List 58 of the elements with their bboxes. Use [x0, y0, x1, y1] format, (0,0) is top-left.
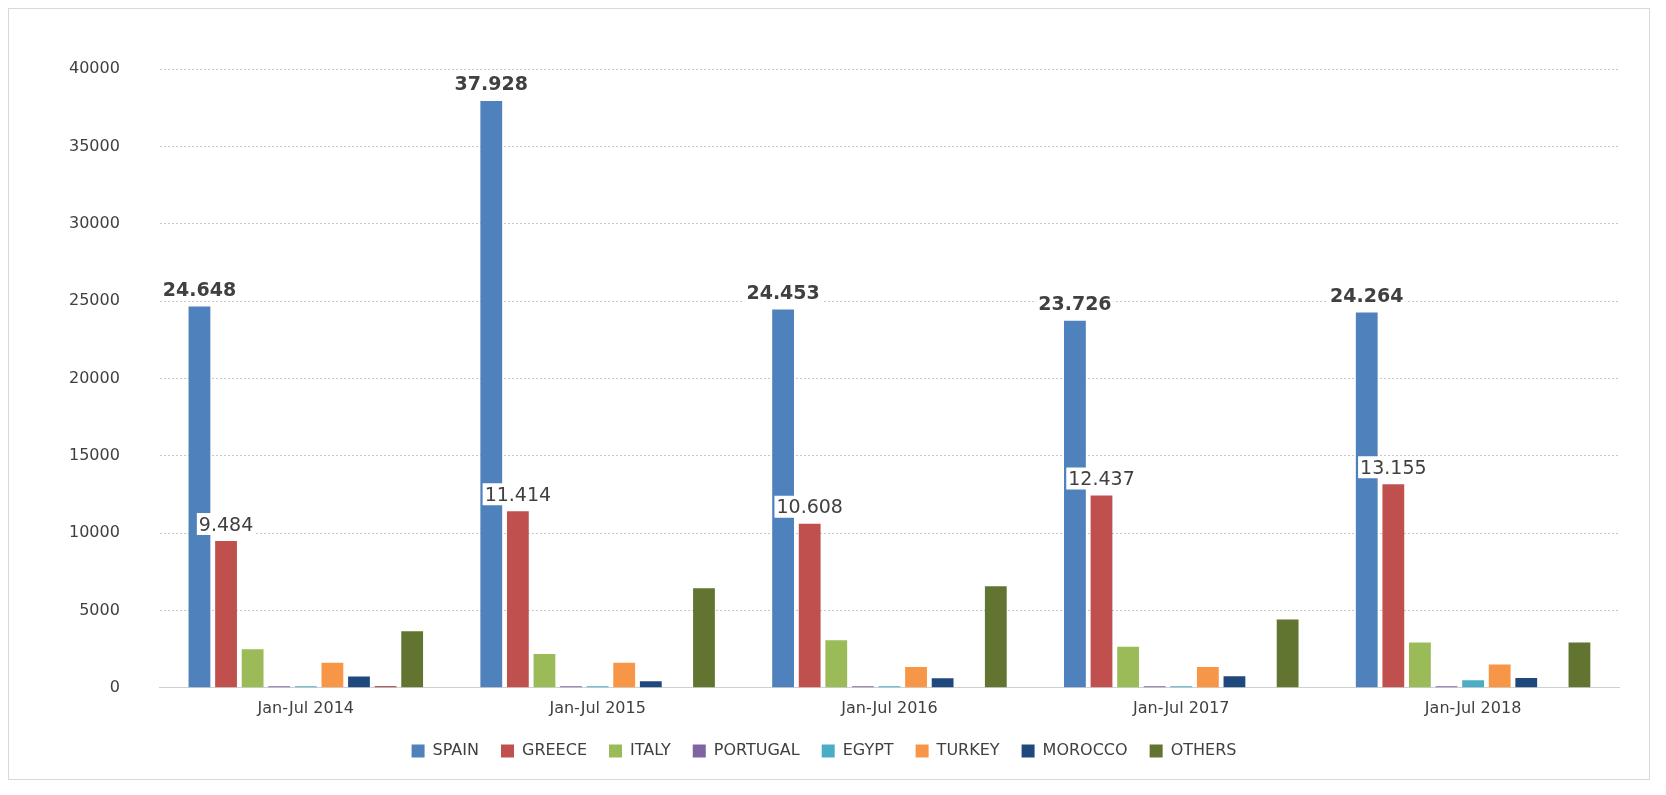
data-label: 37.928: [454, 72, 528, 95]
bar: [1462, 680, 1484, 688]
bar: [1488, 664, 1511, 688]
bar: [639, 681, 662, 688]
legend-label: OTHERS: [1170, 740, 1237, 760]
bar: [798, 523, 821, 688]
legend-label: GREECE: [522, 740, 588, 760]
legend-label: EGYPT: [842, 740, 894, 760]
legend-label: TURKEY: [935, 740, 1000, 760]
bar: [1409, 642, 1431, 688]
y-tick-label: 40000: [68, 58, 120, 78]
y-tick-label: 25000: [68, 290, 120, 310]
legend-label: PORTUGAL: [713, 740, 800, 760]
bar: [693, 588, 715, 688]
bar: [1568, 642, 1591, 688]
data-label: 13.155: [1360, 455, 1427, 478]
bar: [321, 662, 344, 688]
y-tick-label: 10000: [68, 522, 120, 542]
bar: [215, 541, 237, 688]
x-tick-label: Jan-Jul 2016: [840, 697, 938, 717]
data-label: 10.608: [776, 495, 843, 518]
data-label: 9.484: [198, 512, 254, 535]
bar: [1090, 495, 1113, 688]
data-label: 23.726: [1038, 292, 1112, 315]
bar: [1515, 678, 1538, 688]
data-label: 24.453: [746, 280, 820, 303]
bar: [905, 667, 927, 688]
legend-label: ITALY: [630, 740, 671, 760]
bar: [825, 640, 848, 688]
y-tick-label: 35000: [68, 135, 120, 155]
y-tick-label: 5000: [79, 599, 120, 619]
bar: [613, 662, 636, 688]
bar: [533, 653, 556, 688]
x-tick-label: Jan-Jul 2018: [1423, 697, 1522, 717]
y-tick-label: 30000: [68, 212, 120, 232]
y-tick-label: 0: [109, 676, 120, 696]
bar: [1276, 619, 1299, 688]
data-label: 24.648: [162, 277, 237, 300]
x-tick-label: Jan-Jul 2017: [1132, 697, 1230, 717]
y-tick-label: 15000: [68, 444, 120, 464]
data-label: 11.414: [484, 482, 552, 505]
data-label: 12.437: [1068, 466, 1135, 489]
bar: [401, 631, 424, 688]
bar: [1196, 667, 1219, 688]
legend-label: SPAIN: [432, 740, 479, 760]
bar: [984, 586, 1007, 688]
bar: [506, 511, 529, 688]
bar: [1223, 676, 1246, 688]
bar: [348, 676, 370, 688]
bar: [1382, 484, 1405, 688]
bar: [931, 678, 954, 688]
bar: [241, 649, 264, 688]
y-tick-label: 20000: [68, 367, 120, 387]
legend-label: MOROCCO: [1042, 740, 1128, 760]
x-tick-label: Jan-Jul 2015: [548, 697, 646, 717]
x-tick-label: Jan-Jul 2014: [256, 697, 355, 717]
data-label: 24.264: [1330, 283, 1404, 306]
bar: [1117, 646, 1139, 688]
